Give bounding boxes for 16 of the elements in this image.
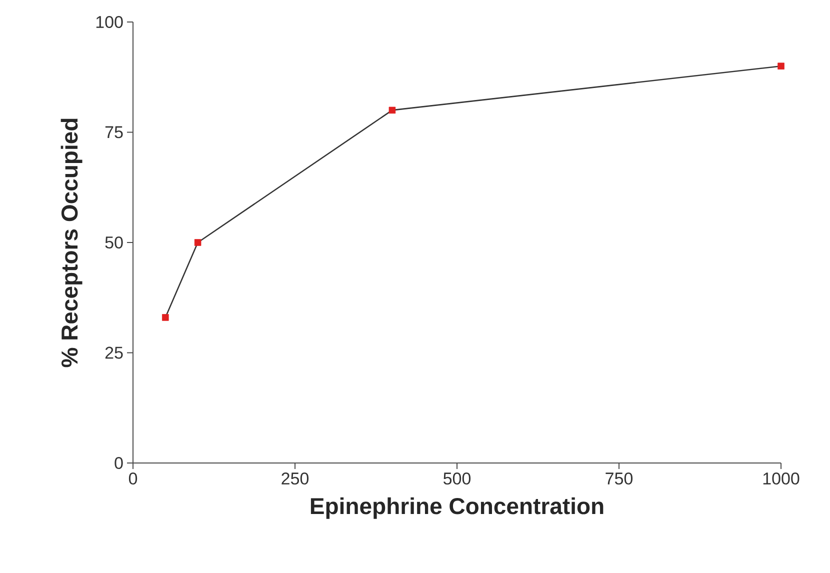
y-tick-label: 75 <box>105 126 123 138</box>
point <box>194 239 202 246</box>
point <box>778 62 784 70</box>
y-axis-title: % Receptors Occupied <box>60 118 82 368</box>
x-tick-label: 250 <box>282 472 309 485</box>
y-tick-label: 50 <box>105 236 123 249</box>
y-tick-label: 25 <box>105 346 123 359</box>
x-axis-title: Epinephrine Concentration <box>310 497 604 519</box>
y-tick-label: 0 <box>114 456 123 470</box>
x-tick-label: 1000 <box>763 472 800 485</box>
x-tick-label: 0 <box>128 472 138 485</box>
x-tick-label: 500 <box>444 472 471 485</box>
x-tick-label: 750 <box>606 472 633 485</box>
point <box>388 106 396 114</box>
y-tick-label: 100 <box>96 16 123 28</box>
point <box>162 314 169 321</box>
